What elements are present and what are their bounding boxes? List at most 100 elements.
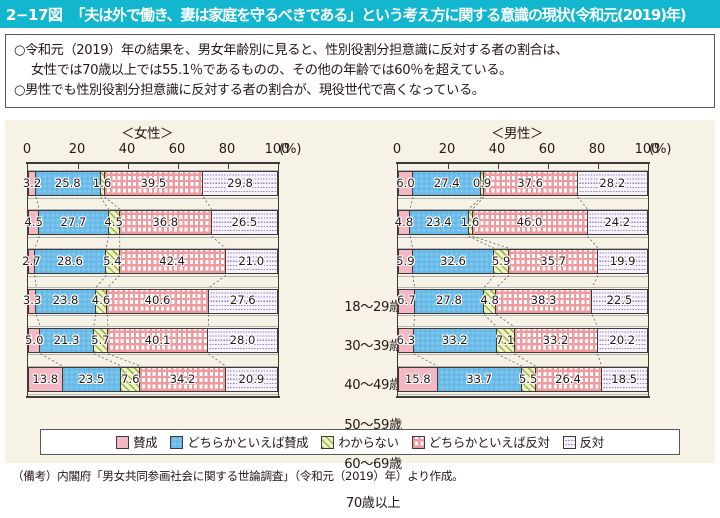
bar-segment-disagree: 20.2 bbox=[597, 327, 648, 353]
bar-segment-disagree: 22.5 bbox=[591, 288, 648, 314]
bar-segment-value: 27.6 bbox=[229, 293, 256, 308]
bar-row: 3.3 23.8 4.6 40.6 27.6 bbox=[23, 288, 278, 314]
bar-segment-value: 6.0 bbox=[396, 175, 415, 190]
legend-item-somewhat-agree[interactable]: どちらかといえば賛成 bbox=[170, 433, 309, 451]
category-label: 40～49歳 bbox=[344, 378, 402, 394]
bar-segment-value: 27.4 bbox=[433, 175, 460, 190]
bar-segment-value: 34.2 bbox=[169, 371, 196, 386]
bar-segment-somewhat-disagree: 26.4 bbox=[535, 367, 602, 392]
legend-item-somewhat-disagree[interactable]: どちらかといえば反対 bbox=[411, 433, 550, 451]
row-separator bbox=[398, 393, 648, 395]
legend-item-agree[interactable]: 賛成 bbox=[116, 433, 158, 451]
bar-segment-agree: 6.0 bbox=[396, 171, 415, 196]
bar-segment-dont-know: 4.5 bbox=[104, 210, 123, 236]
summary-line-1: ○令和元（2019）年の結果を、男女年齢別に見ると、性別役割分担意識に反対する者… bbox=[14, 43, 569, 58]
bar-segment-somewhat-disagree: 38.3 bbox=[496, 288, 592, 314]
plot-bottom-rule bbox=[396, 396, 650, 398]
x-tick-label: 60 bbox=[538, 142, 556, 157]
bar-segment-somewhat-agree: 33.7 bbox=[437, 367, 522, 392]
bar-segment-dont-know: 4.8 bbox=[480, 288, 499, 314]
bar-row: 6.0 27.4 0.9 37.6 28.2 bbox=[396, 171, 648, 196]
bar-segment-value: 20.9 bbox=[238, 371, 265, 386]
row-separator bbox=[398, 197, 648, 199]
bar-segment-dont-know: 4.6 bbox=[92, 288, 110, 314]
bar-segment-value: 40.6 bbox=[144, 293, 171, 308]
bar-segment-value: 1.6 bbox=[92, 175, 112, 190]
row-separator bbox=[28, 247, 278, 249]
bar-segment-disagree: 27.6 bbox=[208, 288, 278, 314]
bar-row: 6.7 27.8 4.8 38.3 22.5 bbox=[397, 288, 648, 314]
bar-segment-value: 37.6 bbox=[517, 175, 544, 190]
bar-segment-somewhat-disagree: 40.6 bbox=[107, 288, 209, 314]
bar-row: 5.0 21.3 5.7 40.1 28.0 bbox=[25, 327, 278, 353]
bar-segment-value: 26.4 bbox=[555, 371, 581, 386]
bar-segment-value: 1.6 bbox=[460, 214, 480, 229]
x-tick-label: 80 bbox=[218, 142, 236, 157]
bar-row: 3.2 25.8 1.6 39.5 29.8 bbox=[23, 171, 278, 196]
bar-segment-value: 5.5 bbox=[518, 371, 538, 386]
bar-segment-value: 23.4 bbox=[425, 214, 452, 229]
bar-segment-value: 38.3 bbox=[530, 293, 557, 308]
summary-line-2: 女性では70歳以上では55.1％であるものの、その他の年齢では60％を超えている… bbox=[31, 63, 512, 78]
bar-segment-disagree: 28.0 bbox=[208, 327, 278, 353]
row-separator bbox=[28, 169, 278, 171]
legend-label: 賛成 bbox=[133, 435, 158, 450]
solid-pink-swatch bbox=[116, 435, 130, 449]
figure-number: 2−17図 bbox=[6, 5, 63, 24]
x-tick-label: 80 bbox=[588, 142, 606, 157]
category-label: 50～59歳 bbox=[344, 417, 402, 433]
x-axis-male: 0 20 40 60 80 100 (%) bbox=[387, 142, 673, 160]
x-tick-label: 100 bbox=[264, 142, 290, 157]
bar-segment-disagree: 21.0 bbox=[225, 249, 278, 275]
x-axis-tick bbox=[178, 162, 180, 169]
row-separator bbox=[28, 393, 278, 395]
bar-segment-disagree: 24.2 bbox=[587, 210, 648, 236]
legend-item-disagree[interactable]: 反対 bbox=[562, 433, 604, 451]
bar-segment-agree: 5.0 bbox=[25, 327, 44, 353]
bar-segment-value: 33.2 bbox=[542, 332, 569, 347]
x-tick-label: 0 bbox=[392, 142, 402, 157]
bar-segment-dont-know: 5.5 bbox=[518, 367, 538, 392]
page-title: 「夫は外で働き、妻は家庭を守るべきである」という考え方に関する意識の現状(令和元… bbox=[70, 5, 686, 24]
bar-segment-dont-know: 5.7 bbox=[91, 327, 110, 353]
bar-segment-agree: 3.2 bbox=[23, 171, 41, 196]
bar-segment-somewhat-agree: 23.5 bbox=[62, 367, 122, 392]
bar-segment-value: 39.5 bbox=[140, 175, 167, 190]
bar-segment-value: 5.7 bbox=[91, 332, 110, 347]
bar-segment-somewhat-agree: 21.3 bbox=[40, 327, 94, 353]
bar-segment-value: 4.6 bbox=[91, 293, 111, 308]
bar-segment-agree: 2.7 bbox=[22, 249, 41, 275]
category-label: 30～39歳 bbox=[344, 339, 402, 355]
category-label: 60～69歳 bbox=[344, 456, 402, 472]
row-separator bbox=[398, 236, 648, 238]
bar-segment-value: 21.0 bbox=[238, 254, 265, 269]
bar-segment-value: 32.6 bbox=[440, 254, 466, 269]
row-separator bbox=[28, 326, 278, 328]
bar-segment-value: 5.9 bbox=[491, 254, 511, 269]
bar-segment-value: 22.5 bbox=[606, 293, 633, 308]
bar-segment-value: 42.4 bbox=[159, 254, 186, 269]
plot-top-rule bbox=[396, 162, 650, 164]
bar-segment-dont-know: 5.4 bbox=[103, 249, 122, 275]
bar-segment-agree: 4.5 bbox=[24, 210, 43, 236]
bar-segment-somewhat-agree: 32.6 bbox=[412, 249, 495, 275]
legend-item-dont-know[interactable]: わからない bbox=[321, 433, 399, 451]
bar-segment-disagree: 26.5 bbox=[211, 210, 278, 236]
bar-segment-somewhat-agree: 27.4 bbox=[412, 171, 482, 196]
bar-segment-somewhat-agree: 25.8 bbox=[36, 171, 101, 196]
x-tick-label: 40 bbox=[488, 142, 506, 157]
bar-segment-somewhat-disagree: 35.7 bbox=[508, 249, 599, 275]
bar-segment-value: 27.7 bbox=[60, 214, 87, 229]
blue-check-swatch bbox=[170, 435, 184, 449]
category-label: 70歳以上 bbox=[345, 496, 401, 511]
x-axis-unit: (%) bbox=[649, 142, 672, 157]
bar-segment-agree: 6.3 bbox=[397, 327, 415, 353]
bar-segment-value: 5.0 bbox=[25, 332, 44, 347]
bar-segment-dont-know: 7.6 bbox=[121, 367, 141, 392]
bar-segment-value: 21.3 bbox=[53, 332, 80, 347]
bar-segment-value: 33.2 bbox=[441, 332, 468, 347]
bar-segment-value: 23.5 bbox=[78, 371, 105, 386]
bar-row: 13.8 23.5 7.6 34.2 20.9 bbox=[28, 367, 278, 392]
bar-segment-somewhat-agree: 28.6 bbox=[34, 249, 107, 275]
category-label: 18～29歳 bbox=[344, 300, 402, 315]
